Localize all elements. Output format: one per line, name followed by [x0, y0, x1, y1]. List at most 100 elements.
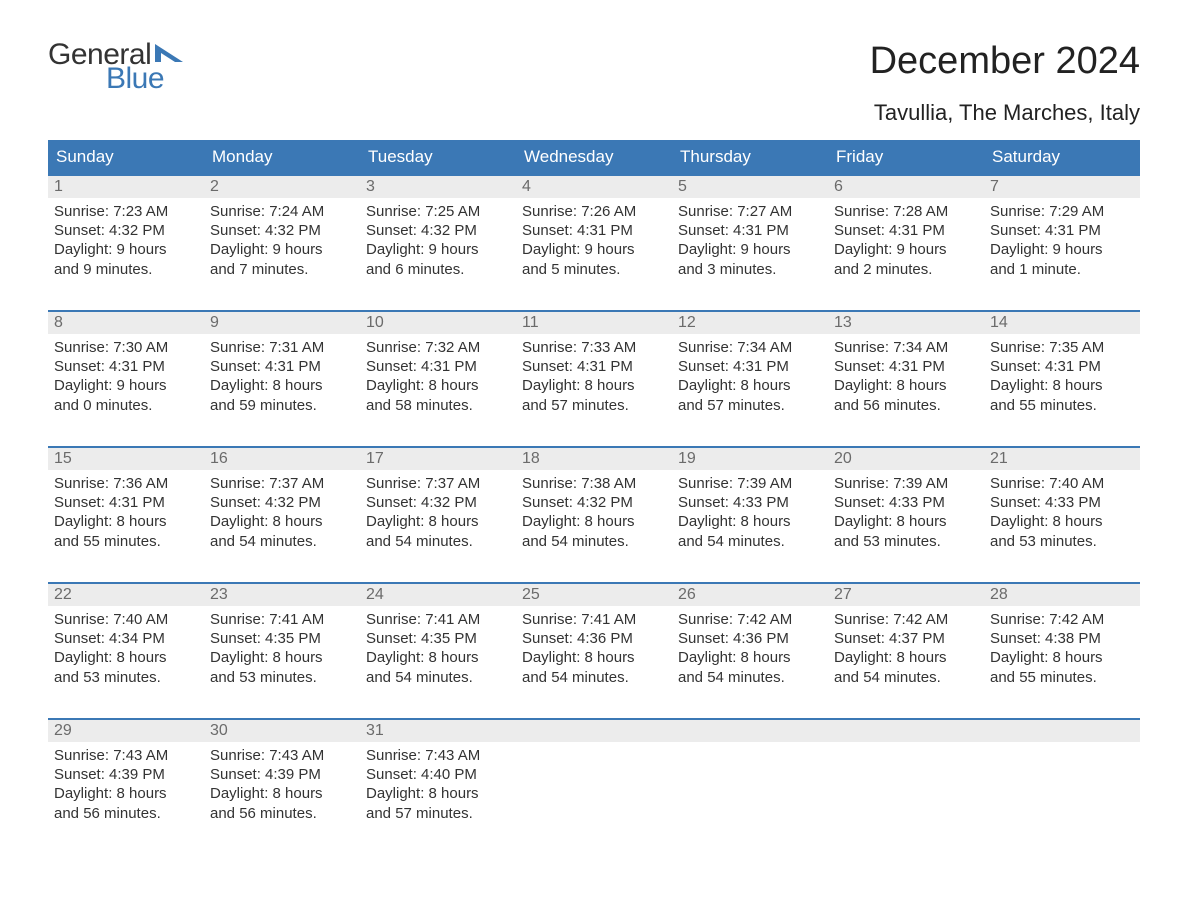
day-number: 22	[48, 584, 204, 606]
day-sunrise: Sunrise: 7:33 AM	[522, 338, 666, 357]
day-sunrise: Sunrise: 7:32 AM	[366, 338, 510, 357]
day-body: Sunrise: 7:41 AMSunset: 4:35 PMDaylight:…	[204, 606, 360, 693]
day-body: Sunrise: 7:42 AMSunset: 4:38 PMDaylight:…	[984, 606, 1140, 693]
day-number: 12	[672, 312, 828, 334]
day-number: 4	[516, 176, 672, 198]
day-daylight1: Daylight: 8 hours	[366, 376, 510, 395]
day-number: 5	[672, 176, 828, 198]
week-row: 1Sunrise: 7:23 AMSunset: 4:32 PMDaylight…	[48, 174, 1140, 296]
day-number: 13	[828, 312, 984, 334]
day-body	[828, 742, 984, 822]
day-daylight2: and 54 minutes.	[678, 532, 822, 551]
day-daylight1: Daylight: 9 hours	[210, 240, 354, 259]
day-cell	[828, 720, 984, 840]
day-number: 6	[828, 176, 984, 198]
day-number: 18	[516, 448, 672, 470]
day-sunrise: Sunrise: 7:28 AM	[834, 202, 978, 221]
day-daylight2: and 55 minutes.	[990, 396, 1134, 415]
day-body: Sunrise: 7:39 AMSunset: 4:33 PMDaylight:…	[672, 470, 828, 557]
day-number: 14	[984, 312, 1140, 334]
week-row: 29Sunrise: 7:43 AMSunset: 4:39 PMDayligh…	[48, 718, 1140, 840]
day-number: 26	[672, 584, 828, 606]
day-cell	[984, 720, 1140, 840]
day-cell: 15Sunrise: 7:36 AMSunset: 4:31 PMDayligh…	[48, 448, 204, 568]
day-body: Sunrise: 7:32 AMSunset: 4:31 PMDaylight:…	[360, 334, 516, 421]
weekday-wednesday: Wednesday	[516, 140, 672, 174]
day-daylight2: and 3 minutes.	[678, 260, 822, 279]
day-sunset: Sunset: 4:31 PM	[990, 221, 1134, 240]
day-body: Sunrise: 7:24 AMSunset: 4:32 PMDaylight:…	[204, 198, 360, 285]
day-cell: 5Sunrise: 7:27 AMSunset: 4:31 PMDaylight…	[672, 176, 828, 296]
day-cell: 27Sunrise: 7:42 AMSunset: 4:37 PMDayligh…	[828, 584, 984, 704]
day-number	[984, 720, 1140, 742]
day-daylight1: Daylight: 9 hours	[54, 376, 198, 395]
day-body	[672, 742, 828, 822]
day-sunset: Sunset: 4:33 PM	[678, 493, 822, 512]
day-sunrise: Sunrise: 7:29 AM	[990, 202, 1134, 221]
day-body: Sunrise: 7:23 AMSunset: 4:32 PMDaylight:…	[48, 198, 204, 285]
day-sunrise: Sunrise: 7:25 AM	[366, 202, 510, 221]
day-daylight2: and 5 minutes.	[522, 260, 666, 279]
day-sunset: Sunset: 4:35 PM	[366, 629, 510, 648]
day-body: Sunrise: 7:28 AMSunset: 4:31 PMDaylight:…	[828, 198, 984, 285]
day-daylight2: and 55 minutes.	[54, 532, 198, 551]
day-cell: 17Sunrise: 7:37 AMSunset: 4:32 PMDayligh…	[360, 448, 516, 568]
day-cell: 12Sunrise: 7:34 AMSunset: 4:31 PMDayligh…	[672, 312, 828, 432]
day-sunset: Sunset: 4:31 PM	[990, 357, 1134, 376]
day-daylight1: Daylight: 8 hours	[678, 376, 822, 395]
day-sunset: Sunset: 4:31 PM	[522, 221, 666, 240]
day-number: 16	[204, 448, 360, 470]
day-cell: 4Sunrise: 7:26 AMSunset: 4:31 PMDaylight…	[516, 176, 672, 296]
day-cell: 16Sunrise: 7:37 AMSunset: 4:32 PMDayligh…	[204, 448, 360, 568]
day-daylight1: Daylight: 8 hours	[210, 784, 354, 803]
calendar: Sunday Monday Tuesday Wednesday Thursday…	[48, 140, 1140, 840]
day-body: Sunrise: 7:43 AMSunset: 4:39 PMDaylight:…	[48, 742, 204, 829]
weekday-monday: Monday	[204, 140, 360, 174]
day-sunrise: Sunrise: 7:43 AM	[54, 746, 198, 765]
day-number: 11	[516, 312, 672, 334]
day-daylight1: Daylight: 8 hours	[210, 648, 354, 667]
day-sunset: Sunset: 4:31 PM	[678, 357, 822, 376]
day-sunrise: Sunrise: 7:30 AM	[54, 338, 198, 357]
day-daylight2: and 9 minutes.	[54, 260, 198, 279]
day-daylight2: and 55 minutes.	[990, 668, 1134, 687]
day-sunrise: Sunrise: 7:41 AM	[366, 610, 510, 629]
day-cell: 2Sunrise: 7:24 AMSunset: 4:32 PMDaylight…	[204, 176, 360, 296]
day-sunrise: Sunrise: 7:41 AM	[210, 610, 354, 629]
day-number: 20	[828, 448, 984, 470]
day-sunset: Sunset: 4:40 PM	[366, 765, 510, 784]
day-sunrise: Sunrise: 7:24 AM	[210, 202, 354, 221]
day-daylight2: and 57 minutes.	[678, 396, 822, 415]
day-number: 21	[984, 448, 1140, 470]
day-body: Sunrise: 7:35 AMSunset: 4:31 PMDaylight:…	[984, 334, 1140, 421]
day-daylight1: Daylight: 8 hours	[54, 784, 198, 803]
day-daylight1: Daylight: 8 hours	[990, 648, 1134, 667]
week-row: 8Sunrise: 7:30 AMSunset: 4:31 PMDaylight…	[48, 310, 1140, 432]
day-cell: 25Sunrise: 7:41 AMSunset: 4:36 PMDayligh…	[516, 584, 672, 704]
weekday-tuesday: Tuesday	[360, 140, 516, 174]
day-sunset: Sunset: 4:39 PM	[54, 765, 198, 784]
day-body	[516, 742, 672, 822]
day-number: 28	[984, 584, 1140, 606]
day-number: 9	[204, 312, 360, 334]
day-number: 10	[360, 312, 516, 334]
day-daylight1: Daylight: 8 hours	[834, 376, 978, 395]
day-cell: 28Sunrise: 7:42 AMSunset: 4:38 PMDayligh…	[984, 584, 1140, 704]
day-body	[984, 742, 1140, 822]
day-sunrise: Sunrise: 7:43 AM	[210, 746, 354, 765]
header: General Blue December 2024	[48, 40, 1140, 94]
day-number: 29	[48, 720, 204, 742]
day-body: Sunrise: 7:41 AMSunset: 4:36 PMDaylight:…	[516, 606, 672, 693]
day-sunrise: Sunrise: 7:41 AM	[522, 610, 666, 629]
day-sunset: Sunset: 4:31 PM	[366, 357, 510, 376]
day-sunset: Sunset: 4:33 PM	[834, 493, 978, 512]
day-daylight2: and 54 minutes.	[366, 668, 510, 687]
day-daylight1: Daylight: 9 hours	[678, 240, 822, 259]
day-daylight2: and 54 minutes.	[210, 532, 354, 551]
week-row: 22Sunrise: 7:40 AMSunset: 4:34 PMDayligh…	[48, 582, 1140, 704]
day-daylight2: and 54 minutes.	[678, 668, 822, 687]
day-cell: 31Sunrise: 7:43 AMSunset: 4:40 PMDayligh…	[360, 720, 516, 840]
day-number: 30	[204, 720, 360, 742]
day-daylight1: Daylight: 8 hours	[522, 376, 666, 395]
day-daylight1: Daylight: 8 hours	[522, 648, 666, 667]
